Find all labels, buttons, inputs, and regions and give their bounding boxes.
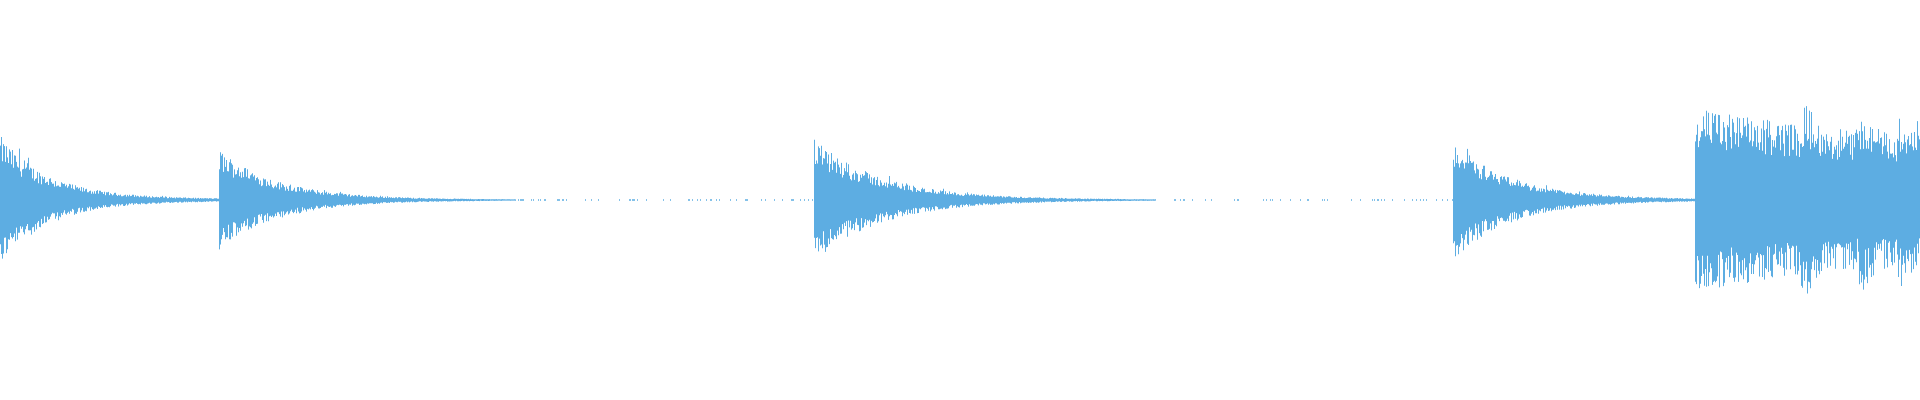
waveform-segment-2 [219, 152, 813, 250]
waveform-segment-5 [1695, 106, 1920, 294]
waveform-segment-4 [1453, 147, 1695, 257]
waveform-segment-3 [814, 139, 1453, 252]
waveform-segment-1 [0, 137, 219, 259]
